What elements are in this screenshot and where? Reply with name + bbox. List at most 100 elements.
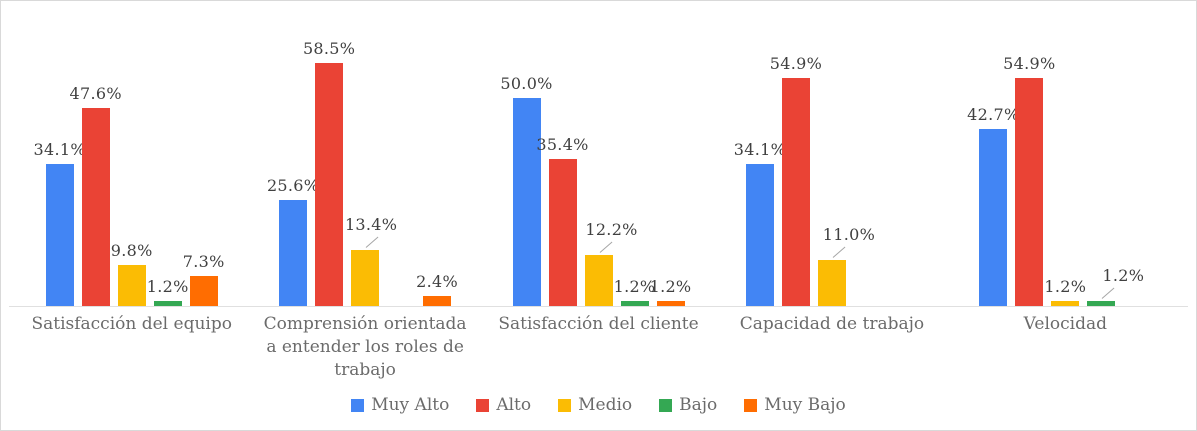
- bar-muy-alto[interactable]: [745, 164, 774, 306]
- category-label-text: Capacidad de trabajo: [739, 314, 925, 334]
- bar-slot: 9.8%: [111, 15, 152, 306]
- legend-label: Muy Alto: [371, 395, 450, 415]
- bar-muy-alto[interactable]: [979, 128, 1008, 306]
- bar-value-label: 35.4%: [536, 134, 589, 154]
- bar-muy-bajo[interactable]: [656, 301, 685, 306]
- bar-alto[interactable]: [781, 77, 810, 306]
- bar-slot: 1.2%: [614, 15, 655, 306]
- bar-group-3: 50.0% 35.4% 12.2% 1.2% 1.2%: [482, 15, 715, 306]
- category-label-text: Velocidad: [1023, 314, 1107, 334]
- bar-slot: 13.4%: [345, 15, 397, 306]
- category-label-5: Velocidad: [949, 313, 1182, 382]
- bar-slot: 54.9%: [770, 15, 822, 306]
- bar-slot: 7.3%: [183, 15, 224, 306]
- bar-slot: 2.4%: [416, 15, 458, 306]
- bar-alto[interactable]: [81, 108, 110, 306]
- bar-muy-bajo[interactable]: [189, 275, 218, 306]
- bar-value-label: 7.3%: [182, 251, 225, 271]
- bar-value-label: 54.9%: [769, 53, 823, 73]
- bar-slot: 1.2%: [650, 15, 691, 306]
- category-label-1: Satisfacción del equipo: [15, 313, 248, 382]
- bar-slot: 11.0%: [817, 15, 875, 306]
- legend-label: Alto: [496, 395, 532, 415]
- bar-medio[interactable]: [817, 260, 846, 306]
- bar-slot: [1123, 15, 1151, 306]
- bar-slot: [387, 15, 415, 306]
- legend-swatch: [476, 398, 490, 412]
- bar-slot: 12.2%: [584, 15, 637, 306]
- bar-group-1: 34.1% 47.6% 9.8% 1.2% 7.3%: [15, 15, 248, 306]
- bar-value-label: 11.0%: [822, 225, 876, 245]
- bar-slot: 1.2%: [1087, 15, 1144, 306]
- bar-slot: 35.4%: [536, 15, 588, 306]
- bar-medio[interactable]: [117, 265, 146, 306]
- bar-bajo[interactable]: [1087, 301, 1116, 306]
- bar-slot: 58.5%: [303, 15, 355, 306]
- bar-value-label: 1.2%: [1102, 266, 1145, 286]
- bar-value-label: 1.2%: [1044, 277, 1087, 297]
- legend-label: Muy Bajo: [764, 395, 846, 415]
- legend-label: Bajo: [679, 395, 718, 415]
- bar-slot: 47.6%: [70, 15, 122, 306]
- bar-value-label: 13.4%: [344, 215, 398, 235]
- bar-value-label: 54.9%: [1003, 53, 1056, 73]
- bar-group-4: 34.1% 54.9% 11.0%: [715, 15, 948, 306]
- bar-groups: 34.1% 47.6% 9.8% 1.2% 7.3% 25.6% 58.5% 13.4% 2.4…: [15, 15, 1182, 306]
- bar-bajo[interactable]: [620, 301, 649, 306]
- legend-swatch: [659, 398, 673, 412]
- bar-slot: [854, 15, 882, 306]
- category-label-text: Comprensión orientada a entender los rol…: [263, 314, 467, 380]
- bar-bajo[interactable]: [153, 301, 182, 306]
- bar-group-2: 25.6% 58.5% 13.4% 2.4%: [248, 15, 481, 306]
- legend-label: Medio: [578, 395, 633, 415]
- bar-slot: 25.6%: [267, 15, 319, 306]
- annotation-leader-line: [832, 246, 846, 259]
- category-label-text: Satisfacción del equipo: [31, 314, 232, 334]
- bar-value-label: 25.6%: [266, 175, 320, 195]
- bar-slot: [890, 15, 918, 306]
- category-label-text: Satisfacción del cliente: [498, 314, 699, 334]
- bar-alto[interactable]: [315, 62, 344, 306]
- bar-value-label: 42.7%: [967, 104, 1020, 124]
- legend-swatch: [744, 398, 758, 412]
- bar-value-label: 1.2%: [649, 277, 692, 297]
- category-label-3: Satisfacción del cliente: [482, 313, 715, 382]
- bar-slot: 1.2%: [147, 15, 188, 306]
- legend-swatch: [558, 398, 572, 412]
- bar-value-label: 2.4%: [416, 272, 459, 292]
- bar-slot: 34.1%: [734, 15, 786, 306]
- bar-muy-alto[interactable]: [512, 98, 541, 306]
- legend-item-bajo[interactable]: Bajo: [659, 395, 717, 415]
- annotation-leader-line: [1102, 287, 1115, 299]
- bar-muy-bajo[interactable]: [423, 296, 452, 306]
- bar-value-label: 47.6%: [69, 84, 122, 104]
- bar-medio[interactable]: [351, 250, 380, 306]
- bar-group-5: 42.7% 54.9% 1.2% 1.2%: [949, 15, 1182, 306]
- bar-value-label: 9.8%: [110, 241, 153, 261]
- legend: Muy Alto Alto Medio Bajo Muy Bajo: [1, 395, 1196, 415]
- plot-area: 34.1% 47.6% 9.8% 1.2% 7.3% 25.6% 58.5% 13.4% 2.4…: [9, 15, 1188, 307]
- legend-item-medio[interactable]: Medio: [558, 395, 632, 415]
- annotation-leader-line: [599, 241, 612, 254]
- category-label-4: Capacidad de trabajo: [715, 313, 948, 382]
- bar-value-label: 12.2%: [585, 220, 638, 240]
- bar-value-label: 34.1%: [733, 140, 787, 160]
- bar-alto[interactable]: [1015, 77, 1044, 306]
- bar-medio[interactable]: [1051, 301, 1080, 306]
- bar-alto[interactable]: [548, 158, 577, 306]
- bar-value-label: 58.5%: [302, 38, 356, 58]
- bar-muy-alto[interactable]: [45, 164, 74, 306]
- bar-medio[interactable]: [584, 255, 613, 306]
- legend-swatch: [351, 398, 365, 412]
- bar-value-label: 1.2%: [613, 277, 656, 297]
- bar-value-label: 50.0%: [500, 74, 553, 94]
- legend-item-muy-bajo[interactable]: Muy Bajo: [744, 395, 846, 415]
- legend-item-muy-alto[interactable]: Muy Alto: [351, 395, 449, 415]
- bar-slot: 42.7%: [967, 15, 1019, 306]
- legend-item-alto[interactable]: Alto: [476, 395, 531, 415]
- bar-muy-alto[interactable]: [279, 199, 308, 306]
- bar-slot: 54.9%: [1003, 15, 1055, 306]
- bar-slot: 1.2%: [1044, 15, 1086, 306]
- bar-value-label: 34.1%: [33, 140, 86, 160]
